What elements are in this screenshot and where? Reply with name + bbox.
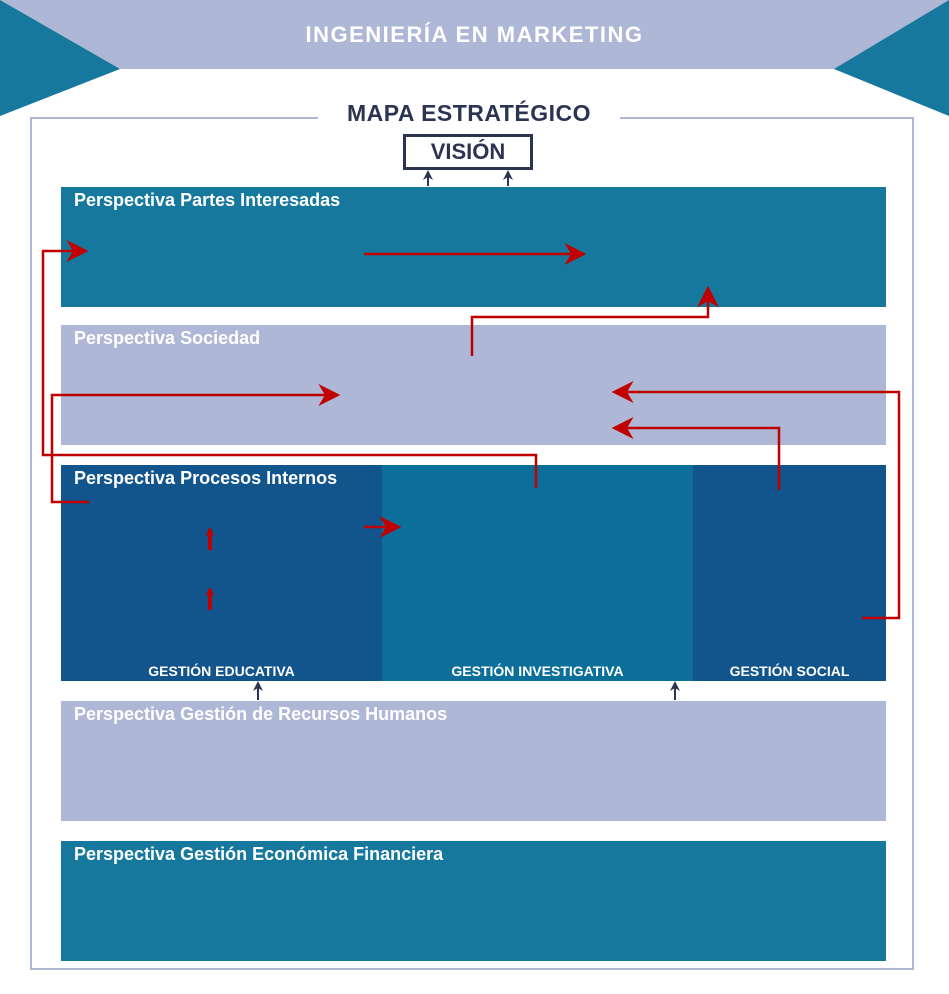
process-column-research: GESTIÓN INVESTIGATIVA (382, 465, 693, 681)
vision-box: VISIÓN (403, 134, 533, 170)
map-title: MAPA ESTRATÉGICO (347, 100, 591, 126)
process-column-educational: Perspectiva Procesos Internos GESTIÓN ED… (61, 465, 382, 681)
header-banner (120, 0, 829, 69)
arrow-society-to-stakeholders (470, 285, 719, 356)
perspective-stakeholders: Perspectiva Partes Interesadas (61, 187, 886, 307)
perspective-label: Perspectiva Procesos Internos (74, 468, 338, 488)
map-title-background (318, 98, 620, 130)
perspective-label: Perspectiva Gestión de Recursos Humanos (74, 704, 448, 724)
left-corner-triangle (0, 0, 120, 116)
column-label: GESTIÓN SOCIAL (729, 663, 850, 679)
vision-label: VISIÓN (430, 139, 506, 164)
perspective-label: Perspectiva Gestión Económica Financiera (74, 844, 444, 864)
perspective-human-resources: Perspectiva Gestión de Recursos Humanos (61, 701, 886, 821)
column-label: GESTIÓN EDUCATIVA (148, 663, 295, 679)
header-title: INGENIERÍA EN MARKETING (305, 22, 644, 47)
arrow-educational-to-society-path (50, 393, 104, 504)
perspective-financial: Perspectiva Gestión Económica Financiera (61, 841, 886, 961)
perspective-label: Perspectiva Partes Interesadas (74, 190, 341, 210)
arrow-social-inner-to-society (611, 417, 781, 490)
arrow-research-to-stakeholders (41, 240, 538, 488)
column-label: GESTIÓN INVESTIGATIVA (451, 663, 624, 679)
arrow-social-outer-to-society (611, 381, 901, 620)
right-corner-triangle (834, 0, 949, 116)
perspective-society: Perspectiva Sociedad (61, 325, 886, 445)
process-column-social: GESTIÓN SOCIAL (693, 465, 886, 681)
perspective-label: Perspectiva Sociedad (74, 328, 261, 348)
